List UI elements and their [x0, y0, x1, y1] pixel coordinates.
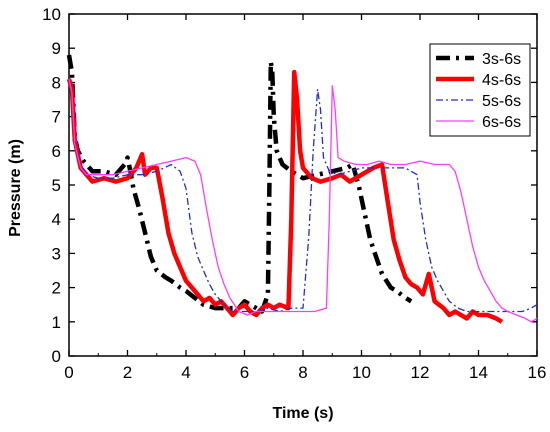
legend: 3s-6s 4s-6s 5s-6s 6s-6s	[429, 43, 531, 137]
series-line-3s-6s	[66, 54, 413, 314]
legend-label: 6s-6s	[482, 114, 521, 131]
x-tick-label: 12	[411, 363, 430, 382]
series-line-5s-6s	[68, 78, 538, 313]
y-axis-title: Pressure (m)	[7, 139, 24, 237]
y-tick-label: 4	[52, 210, 61, 229]
x-tick-label: 6	[240, 363, 249, 382]
legend-label: 5s-6s	[482, 93, 521, 110]
x-tick-label: 0	[64, 363, 73, 382]
y-tick-label: 3	[52, 244, 61, 263]
y-tick-label: 8	[52, 73, 61, 92]
y-tick-label: 10	[42, 5, 61, 24]
y-tick-label: 6	[52, 142, 61, 161]
legend-label: 4s-6s	[482, 72, 521, 89]
y-tick-label: 2	[52, 279, 61, 298]
y-tick-label: 0	[52, 347, 61, 366]
y-tick-label: 7	[52, 108, 61, 127]
y-tick-label: 5	[52, 176, 61, 195]
x-tick-label: 2	[123, 363, 132, 382]
x-tick-label: 8	[298, 363, 307, 382]
legend-label: 3s-6s	[482, 51, 521, 68]
x-tick-label: 14	[469, 363, 488, 382]
x-axis-title: Time (s)	[272, 405, 333, 422]
x-tick-label: 10	[352, 363, 371, 382]
y-tick-label: 1	[52, 313, 61, 332]
y-tick-label: 9	[52, 39, 61, 58]
x-tick-label: 4	[181, 363, 190, 382]
series-line-4s-6s	[66, 69, 504, 324]
series-line-6s-6s	[68, 78, 538, 323]
x-tick-label: 16	[528, 363, 547, 382]
